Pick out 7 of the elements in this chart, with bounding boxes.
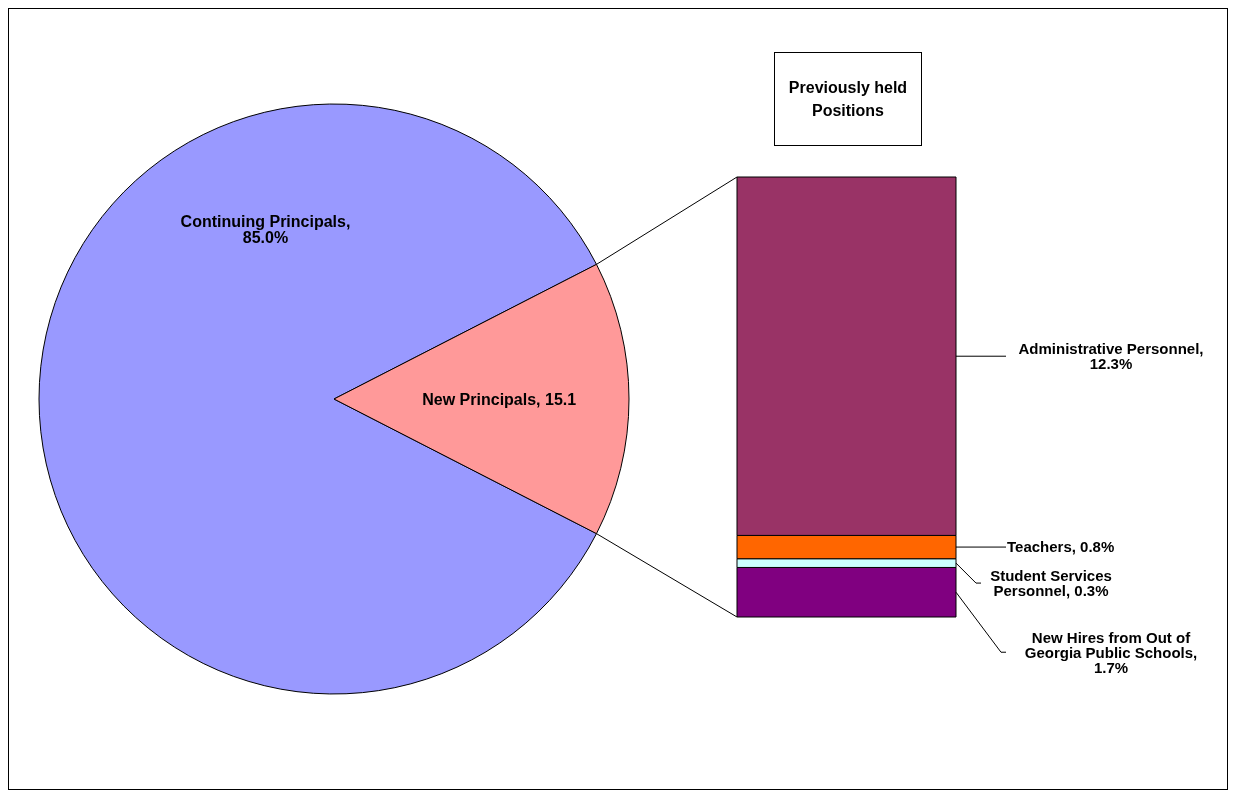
chart-title: Previously held Positions [788,78,908,121]
data-label: Teachers, 0.8% [1007,538,1115,556]
data-label: New Principals, 15.1 [422,390,577,408]
data-label: New Hires from Out of Georgia Public Schools, 1.7% [1024,628,1198,676]
data-label: Administrative Personnel, 12.3% [1018,340,1204,373]
data-label: Continuing Principals, 85.0% [180,213,351,247]
data-label: Student Services Personnel, 0.3% [990,566,1112,599]
